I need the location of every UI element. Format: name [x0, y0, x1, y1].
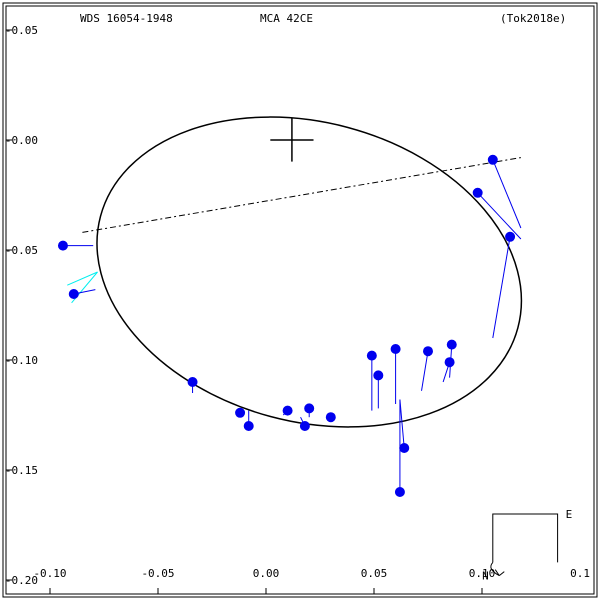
oc-connector: [493, 160, 521, 228]
data-point: [506, 232, 515, 241]
data-point: [367, 351, 376, 360]
xtick-label: -0.05: [141, 567, 174, 580]
xtick-label: -0.10: [33, 567, 66, 580]
ytick-label: -0.05: [5, 244, 38, 257]
data-point: [283, 406, 292, 415]
data-point: [305, 404, 314, 413]
data-point: [374, 371, 383, 380]
ytick-label: -0.20: [5, 574, 38, 587]
data-point: [391, 345, 400, 354]
compass-arrowhead: [495, 570, 504, 576]
xtick-label: 0.00: [253, 567, 280, 580]
oc-connector: [493, 237, 510, 338]
line-of-nodes: [82, 158, 520, 233]
data-point: [69, 290, 78, 299]
cyan-segment: [67, 272, 97, 285]
ytick-label: -0.15: [5, 464, 38, 477]
xtick-label-end: 0.1: [570, 567, 590, 580]
outer-frame: [3, 3, 597, 597]
ytick-label: -0.10: [5, 354, 38, 367]
inner-frame: [6, 6, 594, 594]
data-point: [326, 413, 335, 422]
compass-box: [493, 514, 558, 562]
data-point: [473, 188, 482, 197]
oc-connector: [478, 193, 521, 239]
ytick-label: -0.05: [5, 24, 38, 37]
ytick-label: -0.00: [5, 134, 38, 147]
data-point: [244, 422, 253, 431]
compass-north-label: N: [482, 570, 489, 583]
title-center: MCA 42CE: [260, 12, 313, 25]
oc-connector: [400, 400, 404, 448]
data-point: [424, 347, 433, 356]
data-point: [188, 378, 197, 387]
compass-east-label: E: [566, 508, 573, 521]
data-point: [300, 422, 309, 431]
data-point: [395, 488, 404, 497]
data-point: [236, 408, 245, 417]
orbit-plot: WDS 16054-1948MCA 42CE(Tok2018e)-0.10-0.…: [0, 0, 600, 600]
oc-connector: [422, 351, 428, 391]
data-point: [445, 358, 454, 367]
data-point: [58, 241, 67, 250]
data-point: [488, 155, 497, 164]
data-point: [400, 444, 409, 453]
data-point: [447, 340, 456, 349]
plot-container: WDS 16054-1948MCA 42CE(Tok2018e)-0.10-0.…: [0, 0, 600, 600]
title-right: (Tok2018e): [500, 12, 566, 25]
xtick-label: 0.05: [361, 567, 388, 580]
title-left: WDS 16054-1948: [80, 12, 173, 25]
